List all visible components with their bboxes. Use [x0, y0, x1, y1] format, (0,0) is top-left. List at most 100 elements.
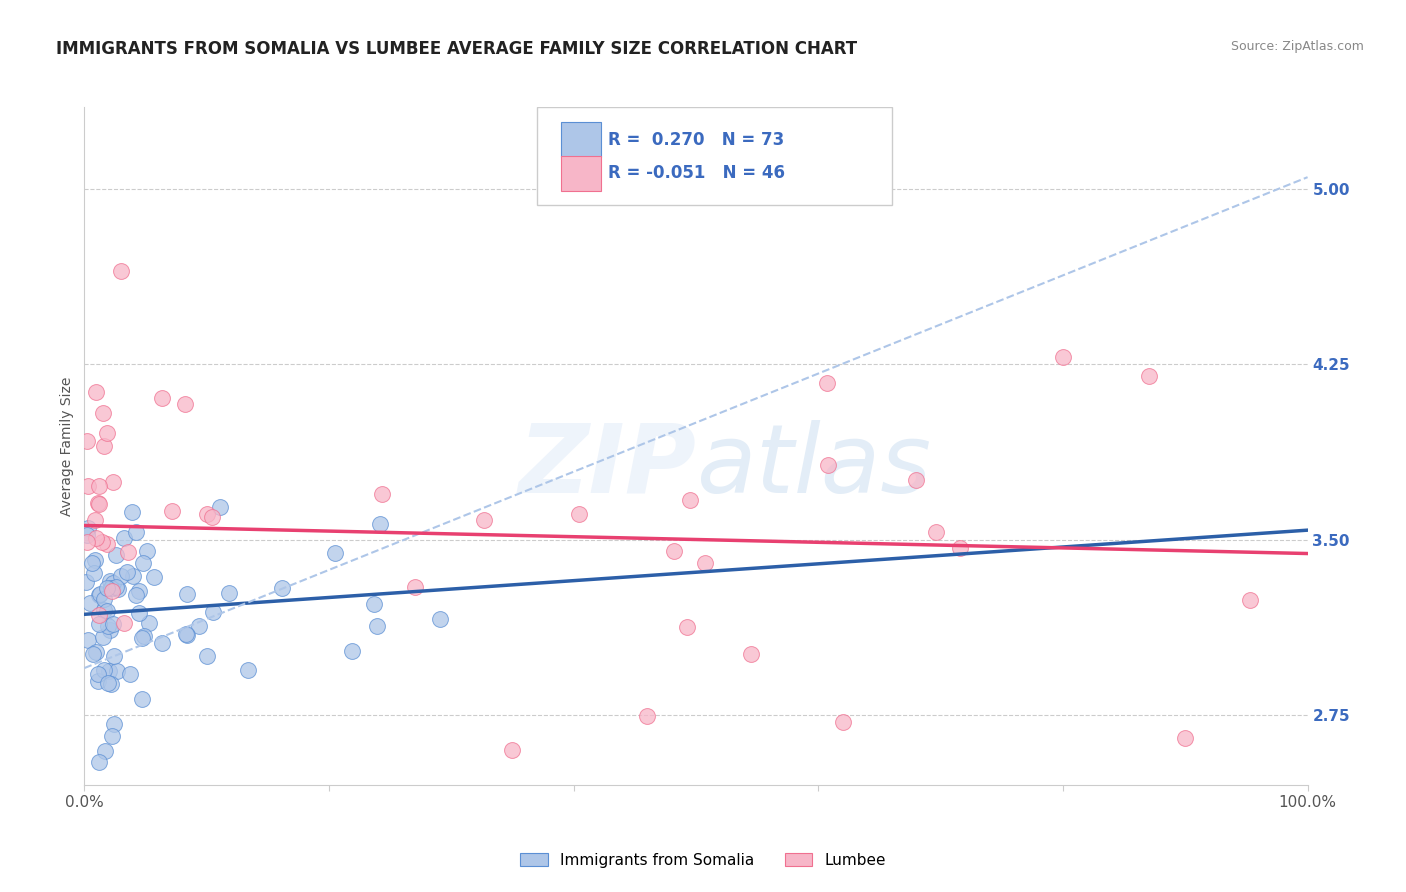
Point [105, 548, 128, 562]
Point [740, 648, 762, 662]
Point [429, 612, 451, 626]
Point [87, 674, 110, 689]
Point [101, 584, 124, 599]
Point [208, 500, 231, 514]
Point [82, 647, 104, 661]
Point [86, 384, 108, 399]
Point [1239, 593, 1261, 607]
Point [94, 744, 117, 758]
Point [636, 709, 658, 723]
Point [96, 581, 118, 595]
Point [366, 618, 388, 632]
Point [815, 376, 838, 390]
Point [218, 586, 240, 600]
Point [96, 426, 118, 441]
Point [103, 576, 125, 591]
Point [98, 624, 121, 638]
FancyBboxPatch shape [537, 107, 891, 205]
Point [125, 589, 148, 603]
Point [96, 537, 118, 551]
Point [1174, 731, 1197, 746]
Point [363, 597, 385, 611]
Point [103, 716, 125, 731]
Point [83, 553, 105, 567]
Point [117, 566, 139, 580]
Point [132, 556, 155, 570]
Point [195, 507, 218, 521]
Point [83, 566, 105, 580]
Point [236, 663, 259, 677]
Text: ZIP: ZIP [517, 420, 696, 513]
Point [105, 581, 128, 595]
Point [112, 616, 135, 631]
Point [98, 574, 121, 589]
Point [676, 620, 699, 634]
Point [693, 556, 716, 570]
Point [87, 479, 110, 493]
Point [87, 755, 110, 769]
Point [97, 619, 120, 633]
Point [121, 506, 143, 520]
Point [98, 664, 121, 678]
Point [174, 397, 197, 411]
Point [76, 633, 98, 648]
Point [136, 543, 159, 558]
Point [176, 628, 198, 642]
Text: R = -0.051   N = 46: R = -0.051 N = 46 [607, 164, 785, 183]
Point [150, 636, 173, 650]
Point [904, 473, 927, 487]
Point [323, 546, 346, 560]
Point [91, 535, 114, 549]
Point [117, 545, 139, 559]
Point [188, 618, 211, 632]
Point [100, 677, 122, 691]
Point [87, 667, 110, 681]
Point [128, 606, 150, 620]
Point [84, 531, 107, 545]
Point [76, 521, 98, 535]
Point [1137, 368, 1160, 383]
Point [404, 580, 426, 594]
Point [160, 504, 183, 518]
Point [368, 517, 391, 532]
Point [176, 587, 198, 601]
Point [103, 617, 125, 632]
FancyBboxPatch shape [561, 156, 600, 191]
Text: IMMIGRANTS FROM SOMALIA VS LUMBEE AVERAGE FAMILY SIZE CORRELATION CHART: IMMIGRANTS FROM SOMALIA VS LUMBEE AVERAG… [56, 40, 858, 58]
Point [107, 665, 129, 679]
Point [93, 591, 115, 606]
Point [93, 439, 115, 453]
Point [132, 629, 155, 643]
Text: R =  0.270   N = 73: R = 0.270 N = 73 [607, 130, 785, 149]
Point [949, 541, 972, 555]
Point [93, 663, 115, 677]
Point [76, 528, 98, 542]
Point [370, 487, 392, 501]
Point [110, 569, 132, 583]
Point [101, 475, 124, 489]
Point [87, 496, 110, 510]
Point [100, 581, 122, 595]
Point [96, 604, 118, 618]
Point [831, 714, 853, 729]
Y-axis label: Average Family Size: Average Family Size [60, 376, 75, 516]
Point [150, 391, 173, 405]
Point [87, 617, 110, 632]
Point [143, 570, 166, 584]
Point [125, 524, 148, 539]
Point [76, 434, 98, 449]
Point [91, 406, 114, 420]
Point [131, 631, 153, 645]
Point [87, 588, 110, 602]
Point [925, 525, 948, 540]
Point [76, 479, 98, 493]
Point [101, 729, 124, 743]
Point [87, 496, 110, 510]
Point [83, 513, 105, 527]
Point [84, 644, 107, 658]
Point [128, 584, 150, 599]
Point [271, 582, 294, 596]
Point [110, 263, 132, 277]
Point [817, 458, 839, 472]
Point [502, 743, 524, 757]
